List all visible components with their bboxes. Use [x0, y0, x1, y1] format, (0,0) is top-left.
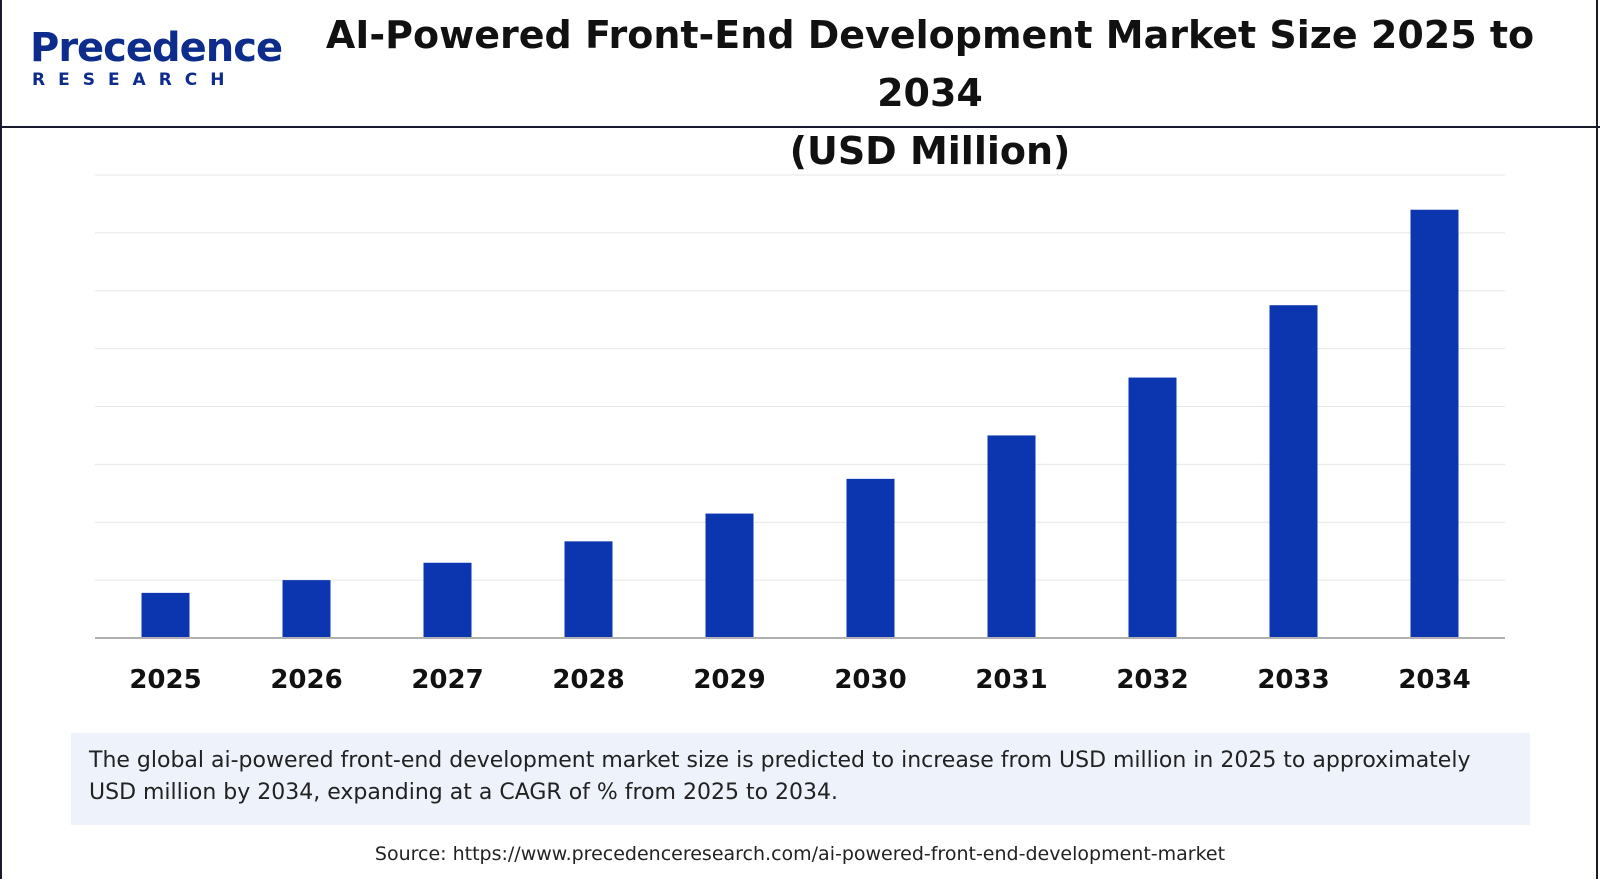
source-text: Source: https://www.precedenceresearch.c… [374, 843, 1226, 865]
bar-2033 [1269, 305, 1318, 638]
x-tick-label-2025: 2025 [129, 665, 201, 695]
x-tick-label-2032: 2032 [1116, 665, 1188, 695]
brand-logo: Precedence RESEARCH [30, 26, 283, 96]
logo-sub-text: RESEARCH [32, 70, 238, 90]
x-tick-label-2028: 2028 [552, 665, 624, 695]
bar-2030 [846, 478, 895, 638]
x-tick-label-2033: 2033 [1257, 665, 1329, 695]
bar-2032 [1128, 377, 1177, 638]
x-tick-label-2026: 2026 [270, 665, 342, 695]
bar-2031 [987, 435, 1036, 638]
x-tick-label-2027: 2027 [411, 665, 483, 695]
chart-title-line1: AI-Powered Front-End Development Market … [325, 13, 1535, 115]
header: Precedence RESEARCH AI-Powered Front-End… [0, 0, 1600, 173]
x-tick-label-2031: 2031 [975, 665, 1047, 695]
x-tick-label-2034: 2034 [1398, 665, 1470, 695]
chart-title: AI-Powered Front-End Development Market … [280, 6, 1580, 180]
bars [141, 209, 1459, 638]
caption-box: The global ai-powered front-end developm… [71, 733, 1530, 825]
x-tick-labels: 2025 2026 2027 2028 2029 2030 2031 2032 2033 2034 [129, 665, 1470, 695]
bar-2028 [564, 541, 613, 638]
bar-chart: 2025 2026 2027 2028 2029 2030 2031 2032 2033 2034 [95, 174, 1505, 695]
x-tick-label-2030: 2030 [834, 665, 906, 695]
chart-title-line2: (USD Million) [789, 129, 1071, 173]
bar-2034 [1410, 209, 1459, 638]
bar-2025 [141, 592, 190, 638]
bar-2026 [282, 580, 331, 638]
logo-main-text: Precedence [30, 25, 283, 71]
bar-2027 [423, 562, 472, 638]
caption-text: The global ai-powered front-end developm… [89, 748, 1471, 805]
x-tick-label-2029: 2029 [693, 665, 765, 695]
bar-2029 [705, 513, 754, 638]
